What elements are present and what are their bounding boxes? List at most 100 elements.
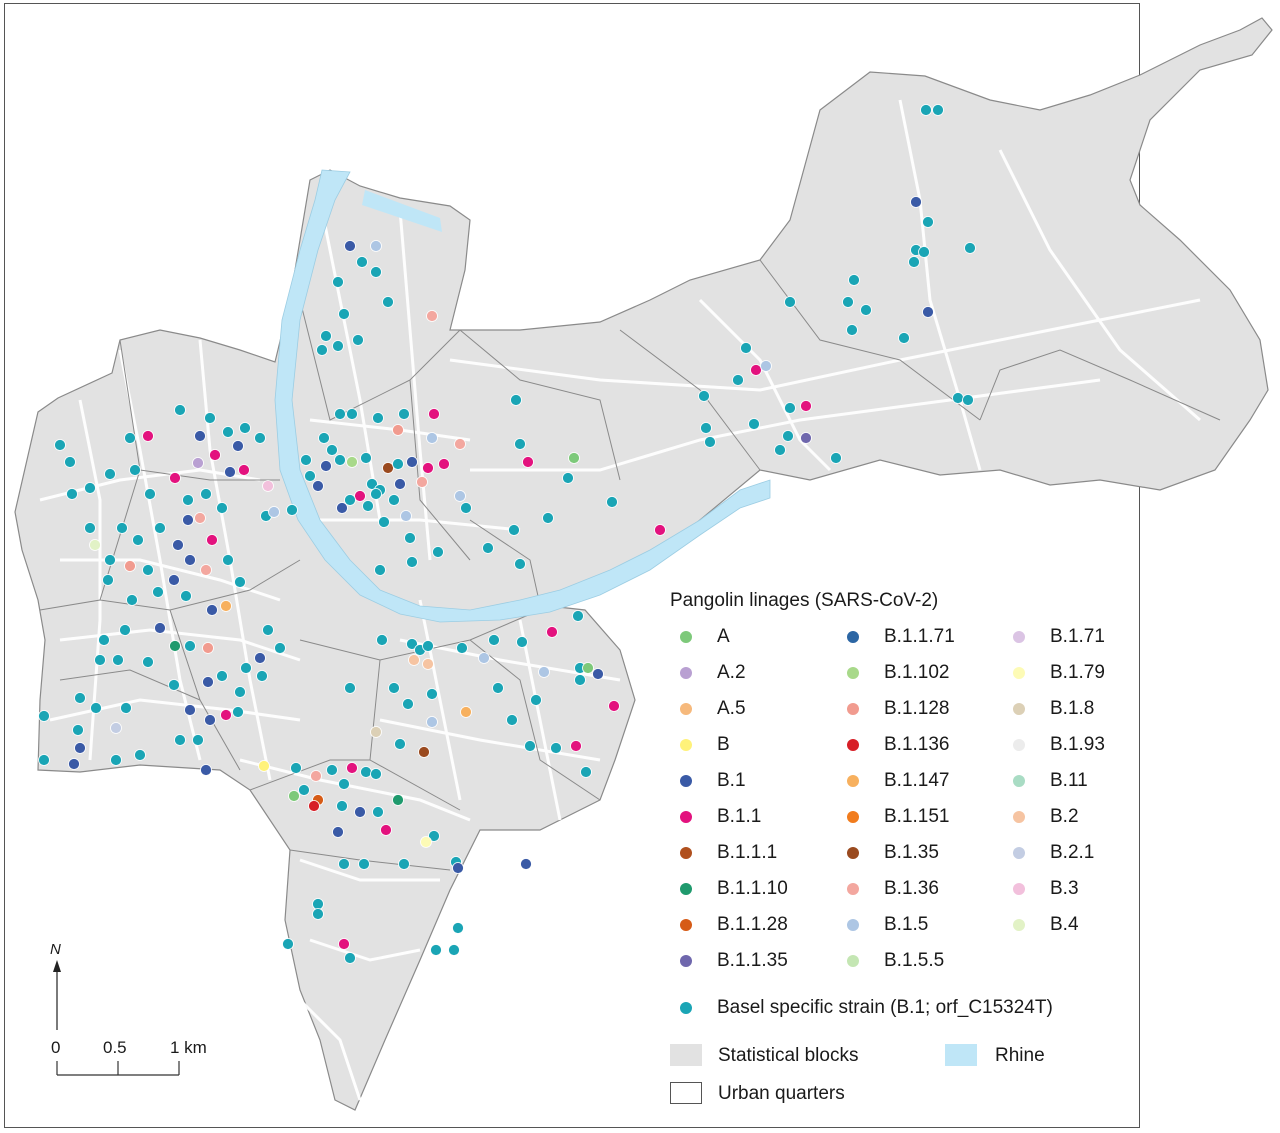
legend-label: B.1.5.5 xyxy=(884,950,945,971)
legend-item: B.1.71 xyxy=(1013,625,1105,649)
sample-point xyxy=(452,922,464,934)
sample-point xyxy=(366,478,378,490)
sample-point xyxy=(392,458,404,470)
sample-point xyxy=(90,702,102,714)
legend-label: B.1.5 xyxy=(884,914,929,935)
legend-item: B.1.5 xyxy=(847,913,928,937)
sample-point xyxy=(860,304,872,316)
legend-item: B.1.1.10 xyxy=(680,877,788,901)
sample-point xyxy=(222,554,234,566)
sample-point xyxy=(318,432,330,444)
sample-point xyxy=(800,400,812,412)
legend-color-dot xyxy=(1013,883,1025,895)
sample-point xyxy=(360,766,372,778)
legend-item: A.2 xyxy=(680,661,746,685)
sample-point xyxy=(964,242,976,254)
sample-point xyxy=(550,742,562,754)
sample-point xyxy=(370,726,382,738)
legend-item: A.5 xyxy=(680,697,746,721)
sample-point xyxy=(216,670,228,682)
sample-point xyxy=(732,374,744,386)
legend-color-dot xyxy=(680,703,692,715)
legend-item: B.1.1.1 xyxy=(680,841,777,865)
sample-point xyxy=(522,456,534,468)
sample-point xyxy=(922,306,934,318)
legend-label: B.1.1.10 xyxy=(717,878,788,899)
sample-point xyxy=(382,462,394,474)
sample-point xyxy=(38,754,50,766)
sample-point xyxy=(112,654,124,666)
sample-point xyxy=(784,402,796,414)
sample-point xyxy=(506,714,518,726)
sample-point xyxy=(406,638,418,650)
sample-point xyxy=(426,310,438,322)
statistical-blocks-area xyxy=(14,17,1273,1111)
sample-point xyxy=(262,624,274,636)
sample-point xyxy=(282,938,294,950)
sample-point xyxy=(378,516,390,528)
sample-point xyxy=(918,246,930,258)
sample-point xyxy=(952,392,964,404)
sample-point xyxy=(124,560,136,572)
legend-label: B.1.71 xyxy=(1050,626,1105,647)
harbour-basin xyxy=(362,190,442,232)
sample-point xyxy=(514,438,526,450)
sample-point xyxy=(254,432,266,444)
sample-point xyxy=(312,908,324,920)
sample-point xyxy=(370,240,382,252)
sample-point xyxy=(312,898,324,910)
sample-point xyxy=(84,482,96,494)
sample-point xyxy=(74,742,86,754)
sample-point xyxy=(372,412,384,424)
sample-point xyxy=(332,276,344,288)
sample-point xyxy=(394,478,406,490)
legend-item: B.11 xyxy=(1013,769,1088,793)
sample-point xyxy=(220,600,232,612)
sample-point xyxy=(316,344,328,356)
legend-label: A.2 xyxy=(717,662,746,683)
sample-point xyxy=(98,634,110,646)
sample-point xyxy=(240,662,252,674)
sample-point xyxy=(508,524,520,536)
sample-point xyxy=(562,472,574,484)
sample-point xyxy=(454,490,466,502)
sample-point xyxy=(408,654,420,666)
sample-point xyxy=(320,460,332,472)
sample-point xyxy=(570,740,582,752)
sample-point xyxy=(334,408,346,420)
urban-quarters-label: Urban quarters xyxy=(718,1083,845,1104)
legend-color-dot xyxy=(847,775,859,787)
legend-item: B.1.1 xyxy=(680,805,761,829)
sample-point xyxy=(134,749,146,761)
legend-color-dot xyxy=(680,811,692,823)
sample-point xyxy=(232,440,244,452)
sample-point xyxy=(338,778,350,790)
legend-label: B.3 xyxy=(1050,878,1079,899)
sample-point xyxy=(782,430,794,442)
legend-label: B.1.36 xyxy=(884,878,939,899)
sample-point xyxy=(268,506,280,518)
sample-point xyxy=(332,340,344,352)
scale-label-1km: 1 km xyxy=(170,1038,207,1057)
sample-point xyxy=(72,724,84,736)
sample-point xyxy=(830,452,842,464)
sample-point xyxy=(290,762,302,774)
sample-point xyxy=(84,522,96,534)
sample-point xyxy=(204,412,216,424)
sample-point xyxy=(66,488,78,500)
sample-point xyxy=(182,494,194,506)
basel-strain-dot xyxy=(680,1002,692,1014)
legend-color-dot xyxy=(1013,703,1025,715)
sample-point xyxy=(428,830,440,842)
legend-color-dot xyxy=(847,703,859,715)
sample-point xyxy=(704,436,716,448)
sample-point xyxy=(514,558,526,570)
legend-label: B.1.93 xyxy=(1050,734,1105,755)
legend-label: B.1.151 xyxy=(884,806,950,827)
sample-point xyxy=(234,576,246,588)
sample-point xyxy=(304,470,316,482)
sample-point xyxy=(568,452,580,464)
legend-label: A.5 xyxy=(717,698,746,719)
sample-point xyxy=(338,938,350,950)
